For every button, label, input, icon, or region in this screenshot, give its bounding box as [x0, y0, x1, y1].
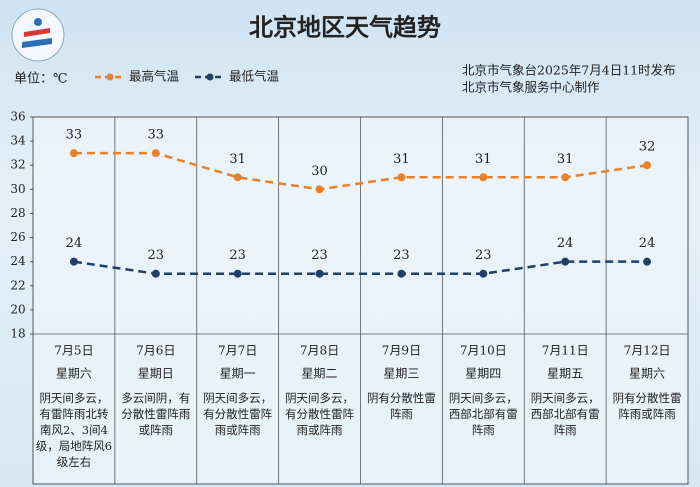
data-point: [561, 173, 570, 182]
weather-description: 阴有分散性雷阵雨: [366, 391, 436, 421]
x-tick-label: 7月5日: [54, 344, 93, 358]
weekday-label: 星期五: [547, 367, 583, 381]
y-tick-label: 22: [10, 278, 25, 292]
data-label: 31: [557, 152, 574, 167]
data-point: [479, 173, 488, 182]
x-tick-label: 7月9日: [382, 344, 421, 358]
legend-label: 最低气温: [229, 69, 280, 84]
y-tick-label: 20: [10, 302, 25, 316]
chart-title: 北京地区天气趋势: [249, 13, 441, 42]
y-tick-label: 32: [10, 158, 25, 172]
data-label: 23: [475, 248, 492, 263]
series-line: [73, 151, 648, 191]
weather-description: 阴天间多云，有雷阵雨北转南风2、3间4级，局地阵风6级左右: [35, 391, 113, 469]
weather-description: 多云间阴，有分散性雷阵雨或阵雨: [121, 391, 191, 437]
data-label: 33: [148, 128, 165, 143]
data-point: [397, 173, 406, 182]
data-point: [315, 185, 324, 194]
y-tick-label: 18: [10, 327, 25, 341]
weekday-label: 星期一: [220, 367, 256, 381]
source-line: 北京市气象台2025年7月4日11时发布: [462, 63, 676, 78]
data-label: 32: [639, 140, 656, 155]
data-label: 23: [311, 248, 328, 263]
data-label: 24: [639, 236, 656, 251]
data-point: [315, 269, 324, 278]
data-point: [643, 257, 652, 266]
data-point: [643, 161, 652, 170]
weekday-label: 星期二: [302, 367, 338, 381]
weather-description: 阴天间多云，西部北部有雷阵雨: [448, 391, 518, 437]
data-point: [397, 269, 406, 278]
unit-label: 单位：℃: [14, 72, 68, 87]
logo: [11, 8, 65, 62]
weekday-label: 星期四: [465, 367, 501, 381]
data-point: [69, 257, 78, 266]
weekday-label: 星期六: [56, 367, 92, 381]
data-label: 24: [557, 236, 574, 251]
data-point: [233, 173, 242, 182]
y-tick-label: 28: [10, 206, 25, 220]
data-point: [561, 257, 570, 266]
source-line: 北京市气象服务中心制作: [462, 80, 600, 95]
x-tick-label: 7月8日: [300, 344, 339, 358]
x-tick-label: 7月10日: [460, 344, 507, 358]
x-tick-label: 7月11日: [542, 344, 589, 358]
legend-marker: [206, 73, 214, 81]
data-label: 23: [229, 248, 246, 263]
data-label: 30: [311, 164, 328, 179]
weather-description: 阴天间多云，西部北部有雷阵雨: [530, 391, 600, 437]
weather-description: 阴有分散性雷阵雨或阵雨: [612, 391, 682, 421]
y-tick-label: 34: [10, 134, 26, 148]
data-label: 31: [475, 152, 492, 167]
data-label: 33: [66, 128, 83, 143]
data-label: 31: [229, 152, 246, 167]
series-line: [73, 260, 648, 275]
weekday-label: 星期日: [138, 367, 174, 381]
data-point: [479, 269, 488, 278]
x-tick-label: 7月12日: [624, 344, 671, 358]
data-point: [151, 269, 160, 278]
x-tick-label: 7月6日: [136, 344, 175, 358]
data-label: 23: [393, 248, 410, 263]
weather-description: 阴天间多云，有分散性雷阵雨或阵雨: [203, 391, 273, 437]
y-tick-label: 30: [10, 182, 25, 196]
weekday-label: 星期三: [383, 367, 419, 381]
weather-description: 阴天间多云，有分散性雷阵雨或阵雨: [285, 391, 355, 437]
legend-marker: [106, 73, 114, 81]
y-tick-label: 36: [10, 110, 25, 124]
legend-label: 最高气温: [129, 69, 180, 84]
data-point: [69, 149, 78, 158]
data-point: [233, 269, 242, 278]
y-tick-label: 24: [10, 254, 26, 268]
data-point: [151, 149, 160, 158]
data-label: 24: [66, 236, 83, 251]
x-tick-label: 7月7日: [218, 344, 257, 358]
data-label: 23: [148, 248, 165, 263]
weekday-label: 星期六: [629, 367, 665, 381]
data-label: 31: [393, 152, 410, 167]
y-tick-label: 26: [10, 230, 25, 244]
